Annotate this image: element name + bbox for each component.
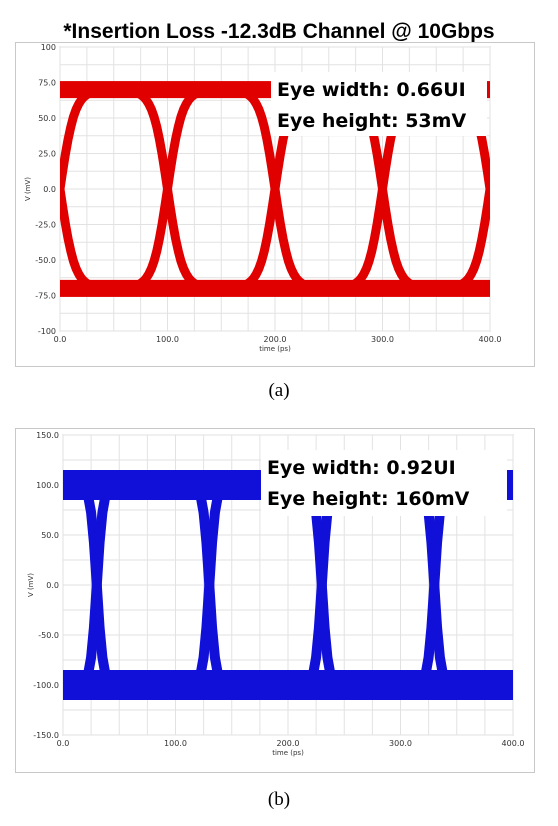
x-tick-label: 100.0 (164, 739, 187, 748)
y-axis-label: V (mV) (27, 573, 35, 597)
x-axis-label: time (ps) (272, 749, 304, 757)
y-tick-label: 25.0 (38, 150, 56, 159)
eye-width-annotation: Eye width: 0.92UI (267, 457, 456, 479)
y-tick-label: 0.0 (43, 185, 56, 194)
y-tick-label: -50.0 (35, 256, 56, 265)
y-tick-label: -100 (38, 327, 56, 336)
lower-level-band (63, 670, 513, 700)
figure-title: *Insertion Loss -12.3dB Channel @ 10Gbps (63, 20, 495, 43)
eye-diagram-a: 100 75.0 50.0 25.0 0.0 -25.0 -50.0 -75.0 -100 0.0… (15, 42, 535, 367)
x-tick-label: 0.0 (57, 739, 70, 748)
y-tick-label: 50.0 (41, 531, 59, 540)
y-tick-label: -75.0 (35, 292, 56, 301)
annotation-box (261, 450, 507, 516)
y-tick-label: 0.0 (46, 581, 59, 590)
eye-height-annotation: Eye height: 53mV (277, 110, 466, 132)
y-tick-label: 100.0 (36, 481, 59, 490)
y-tick-label: -50.0 (38, 631, 59, 640)
eye-height-annotation: Eye height: 160mV (267, 488, 470, 510)
eye-diagram-b: 150.0 100.0 50.0 0.0 -50.0 -100.0 -150.0 0.0 100… (15, 428, 535, 773)
y-tick-label: -25.0 (35, 221, 56, 230)
eye-diagram-a-svg: 10075.050.025.00.0-25.0-50.0-75.0-1000.0… (15, 42, 535, 367)
x-tick-label: 400.0 (479, 335, 502, 344)
lower-level-band (60, 279, 490, 297)
x-tick-label: 0.0 (54, 335, 67, 344)
x-tick-label: 100.0 (156, 335, 179, 344)
x-tick-label: 400.0 (502, 739, 525, 748)
caption-b: (b) (267, 789, 291, 810)
x-axis-label: time (ps) (259, 345, 291, 353)
y-tick-label: 50.0 (38, 114, 56, 123)
y-axis-label: V (mV) (24, 177, 32, 201)
y-tick-label: -150.0 (33, 731, 59, 740)
y-tick-label: -100.0 (33, 681, 59, 690)
caption-a: (a) (268, 380, 290, 401)
x-tick-label: 200.0 (264, 335, 287, 344)
x-tick-label: 200.0 (277, 739, 300, 748)
x-tick-label: 300.0 (389, 739, 412, 748)
y-tick-label: 100 (41, 43, 56, 52)
eye-width-annotation: Eye width: 0.66UI (277, 79, 466, 101)
y-tick-label: 75.0 (38, 79, 56, 88)
y-tick-label: 150.0 (36, 431, 59, 440)
x-tick-label: 300.0 (371, 335, 394, 344)
annotation-box (271, 72, 487, 136)
